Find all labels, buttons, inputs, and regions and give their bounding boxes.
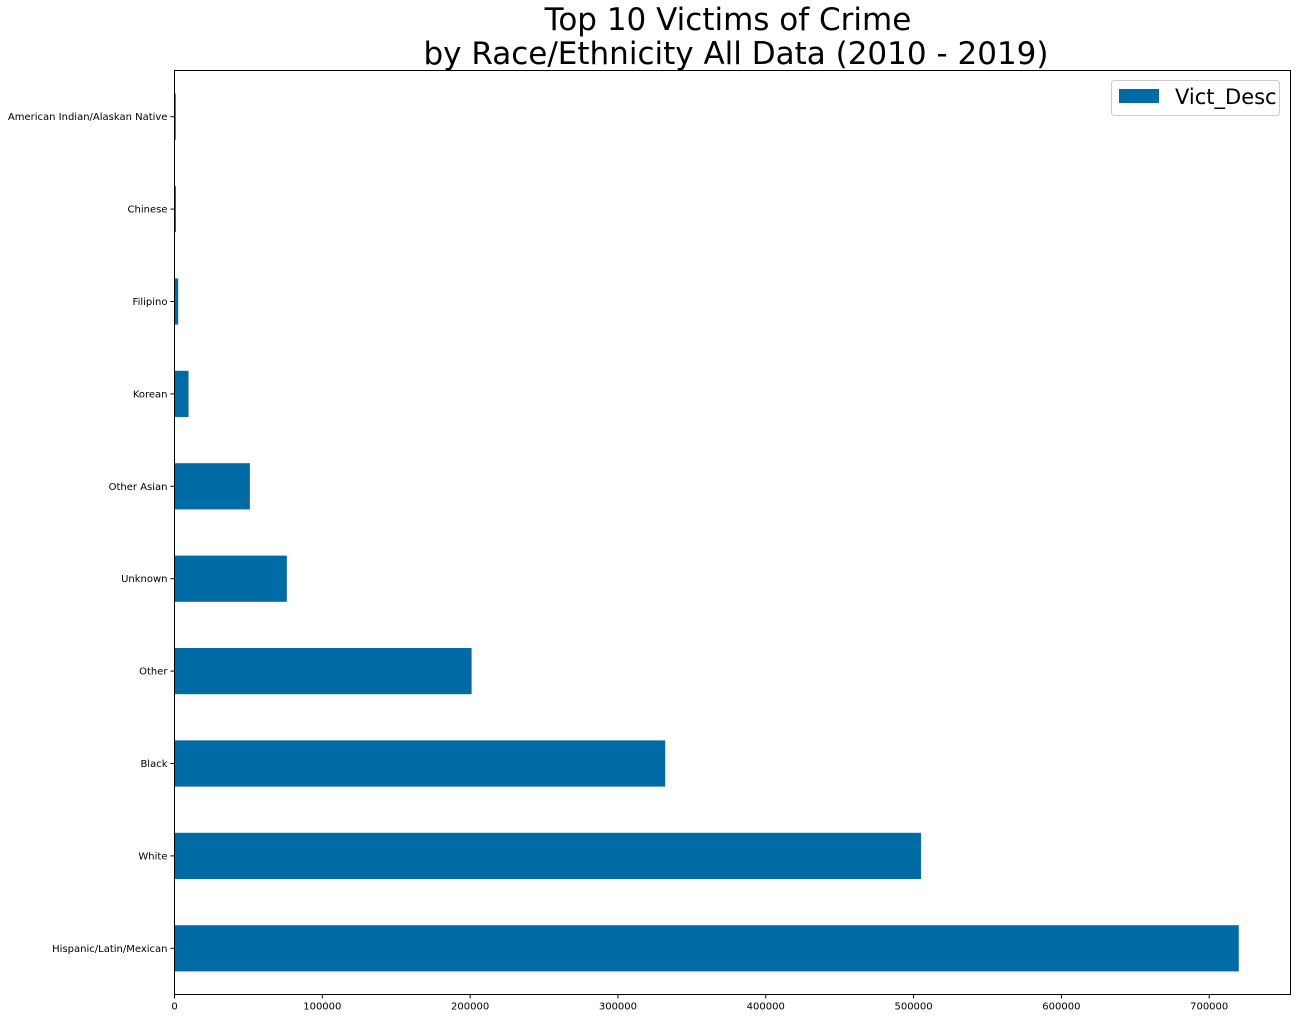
bar (174, 925, 1239, 972)
bar (174, 278, 179, 325)
bar (174, 740, 666, 787)
y-tick-label: Other (139, 667, 168, 678)
y-tick-label: Black (140, 759, 167, 770)
x-tick-label: 600000 (1042, 1002, 1080, 1013)
y-tick-label: Korean (133, 389, 168, 400)
y-tick-label: Unknown (121, 574, 167, 585)
chart-title-line1: Top 10 Victims of Crime (544, 2, 912, 38)
bar (174, 186, 176, 233)
y-axis-ticks: Hispanic/Latin/Mexican White Black Other Unk… (8, 112, 175, 955)
bar (174, 648, 472, 695)
bar (174, 93, 176, 140)
bar (174, 555, 287, 602)
x-tick-label: 400000 (747, 1002, 785, 1013)
y-tick-label: Other Asian (109, 482, 168, 493)
x-tick-label: 500000 (894, 1002, 932, 1013)
y-tick-label: Hispanic/Latin/Mexican (52, 944, 167, 955)
legend-label: Vict_Desc (1175, 85, 1277, 110)
x-tick-label: 0 (171, 1002, 177, 1013)
y-tick-label: White (138, 851, 167, 862)
chart-title-line2: by Race/Ethnicity All Data (2010 - 2019) (424, 36, 1049, 72)
legend: Vict_Desc (1111, 80, 1280, 116)
x-tick-label: 100000 (303, 1002, 341, 1013)
x-tick-label: 300000 (599, 1002, 637, 1013)
y-tick-label: American Indian/Alaskan Native (8, 112, 168, 123)
x-tick-label: 200000 (451, 1002, 489, 1013)
x-tick-label: 700000 (1190, 1002, 1228, 1013)
bar (174, 463, 250, 510)
bar (174, 370, 189, 417)
legend-swatch (1119, 89, 1159, 103)
plot-frame (174, 70, 1291, 995)
y-tick-label: Filipino (133, 297, 168, 308)
x-axis-ticks: 0 100000 200000 300000 400000 500000 600000 700… (171, 994, 1228, 1013)
bar (174, 832, 921, 879)
bars-group (174, 93, 1239, 972)
y-tick-label: Chinese (128, 205, 168, 216)
